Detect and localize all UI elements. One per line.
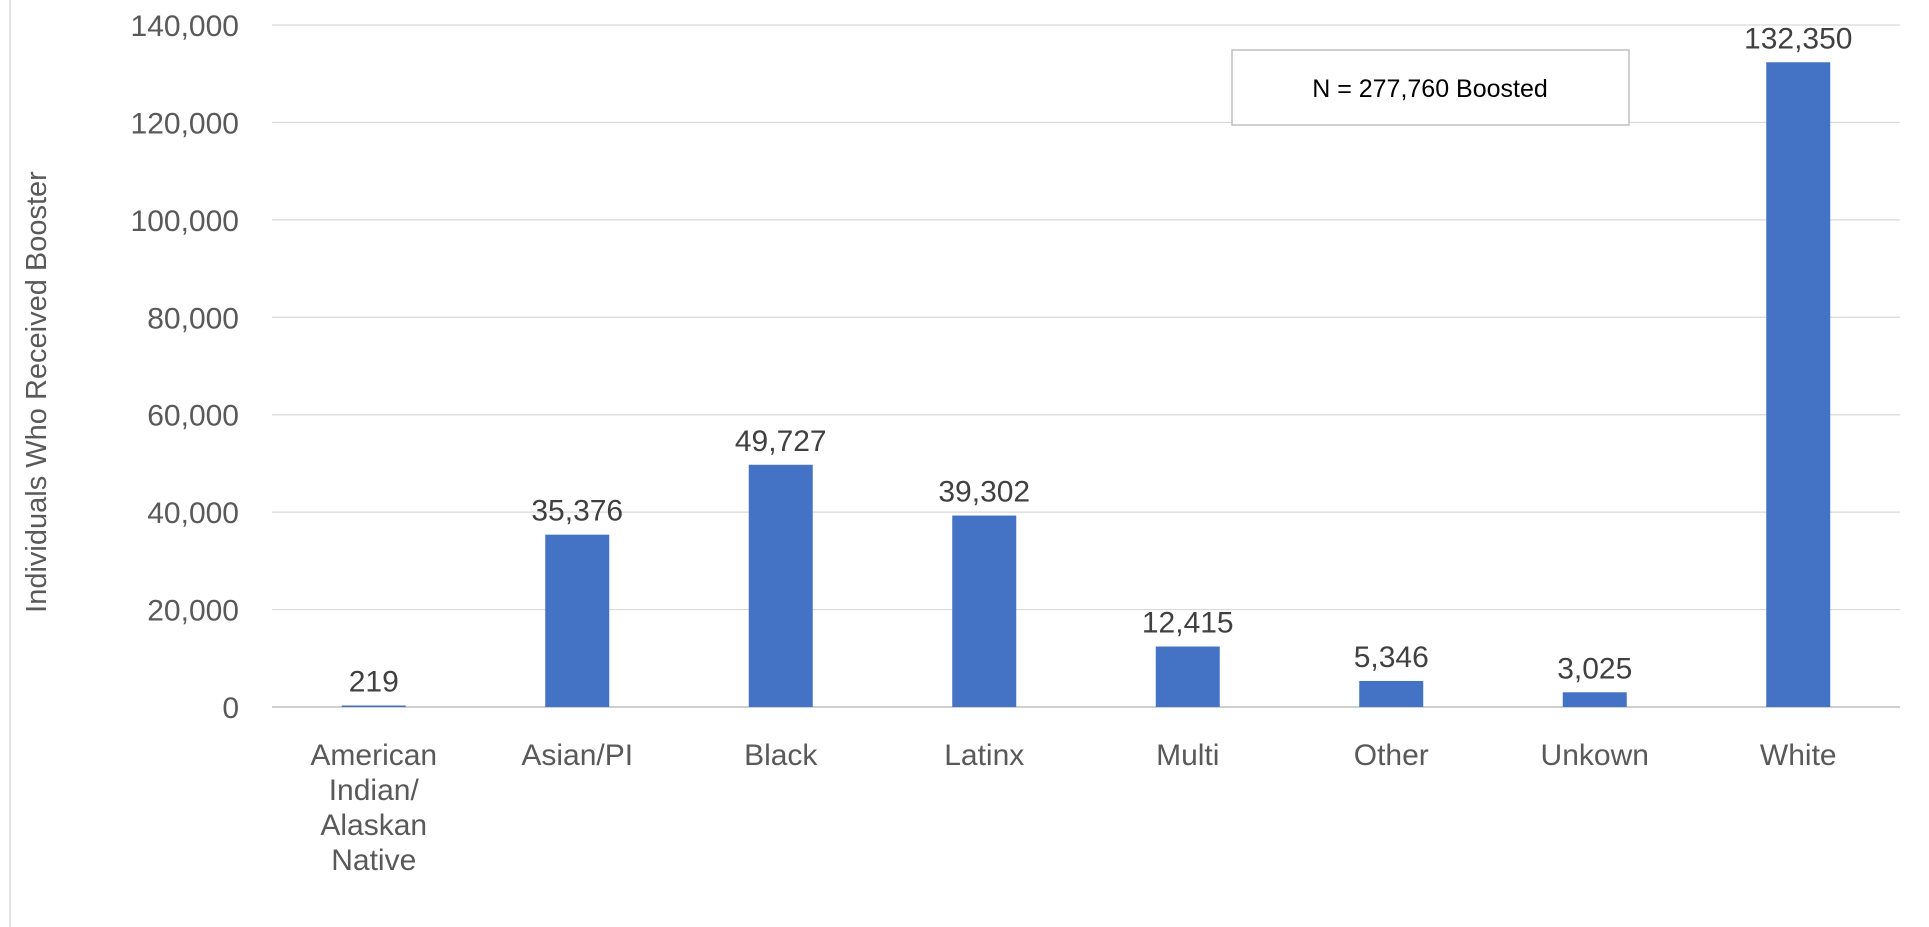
y-axis-title: Individuals Who Received Booster [21,171,53,613]
x-tick-label: Unkown [1541,739,1649,772]
x-tick-label: American [310,739,437,772]
bar [748,464,813,707]
y-tick-label: 120,000 [131,107,239,140]
x-tick-label: Alaskan [320,809,427,842]
bar [545,534,610,707]
x-tick-label: Native [331,844,416,877]
x-tick-label: White [1760,739,1837,772]
y-tick-label: 60,000 [147,400,239,433]
x-tick-label: Asian/PI [521,739,633,772]
bar [1766,62,1831,708]
data-label: 219 [349,666,399,699]
data-label: 49,727 [735,425,827,458]
y-tick-label: 80,000 [147,302,239,335]
data-labels: 219 35,376 49,727 39,302 12,415 5,346 3,025 132… [349,22,1853,698]
data-label: 5,346 [1354,641,1429,674]
x-tick-label: Black [744,739,818,772]
y-tick-label: 20,000 [147,595,239,628]
data-label: 12,415 [1142,607,1234,640]
bar [1562,692,1627,707]
bar [1155,646,1220,707]
x-tick-label: Indian/ [329,774,420,807]
data-label: 35,376 [531,495,623,528]
bar [952,515,1017,707]
bar [341,705,406,707]
data-label: 39,302 [938,476,1030,509]
chart-border [9,0,1929,927]
data-label: 3,025 [1557,652,1632,685]
y-tick-label: 40,000 [147,497,239,530]
x-tick-label: Multi [1156,739,1219,772]
annotation-frame [1231,49,1630,126]
bars [341,62,1831,708]
y-tick-label: 0 [222,692,239,725]
y-axis-ticks: 0 20,000 40,000 60,000 80,000 100,000 120,000 1… [131,10,239,725]
gridlines [272,24,1900,708]
y-tick-label: 140,000 [131,10,239,43]
y-tick-label: 100,000 [131,205,239,238]
bar [1359,680,1424,707]
annotation-text: N = 277,760 Boosted [1312,75,1548,103]
data-label: 132,350 [1744,22,1852,55]
x-tick-label: Other [1354,739,1429,772]
annotation-box: N = 277,760 Boosted [1231,49,1630,126]
x-tick-label: Latinx [944,739,1024,772]
